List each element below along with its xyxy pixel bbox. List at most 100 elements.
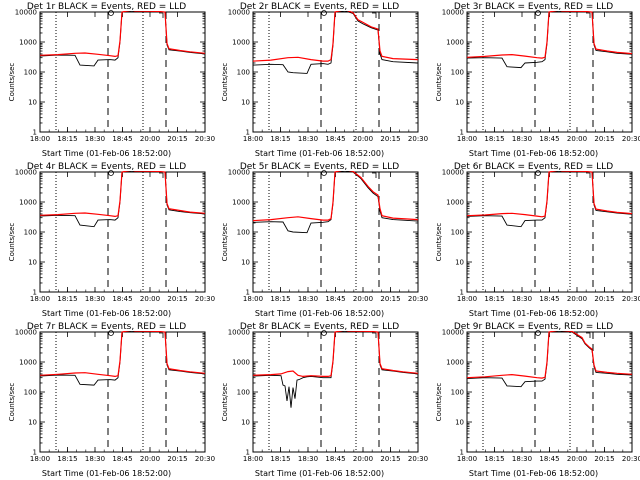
y-tick-label: 10000 [442,9,464,17]
series-line-lld [40,331,205,378]
y-tick-label: 10 [455,419,464,427]
x-tick-label: 20:30 [408,295,428,303]
y-tick-label: 1 [33,129,37,137]
series-line-events [253,11,418,74]
detector-panel-3: Det 3r BLACK = Events, RED = LLD Start Ti… [427,0,640,160]
y-tick-label: 10 [241,259,250,267]
x-tick-label: 20:15 [380,455,400,463]
x-tick-label: 20:00 [353,455,373,463]
y-tick-label: 1 [460,289,464,297]
x-tick-label: 20:15 [594,135,614,143]
plot-frame [466,11,633,133]
x-tick-label: 20:15 [167,455,187,463]
panel-title: Det 8r BLACK = Events, RED = LLD [239,322,400,332]
y-tick-label: 10 [241,419,250,427]
series-line-lld [467,11,632,59]
y-tick-label: 1 [246,129,250,137]
x-tick-label: 20:30 [408,455,428,463]
series-line-lld [40,11,205,58]
x-tick-label: 20:00 [567,295,587,303]
x-tick-label: 18:30 [298,135,318,143]
x-tick-label: 18:15 [270,135,290,143]
plot-frame [466,331,633,453]
detector-panel-1: Det 1r BLACK = Events, RED = LLD Start Ti… [0,0,215,160]
y-tick-label: 10000 [15,329,37,337]
plot-svg: 1 10 100 1000 10000 18:00 18:15 18:30 18:45 20:00… [228,9,428,144]
x-tick-label: 18:00 [243,135,263,143]
y-tick-label: 1000 [446,199,464,207]
x-axis-title: Start Time (01-Feb-06 18:52:00) [468,309,599,318]
series-line-lld [253,171,418,222]
x-tick-label: 20:15 [167,295,187,303]
x-tick-label: 18:30 [85,135,105,143]
y-tick-label: 1 [33,449,37,457]
y-tick-label: 10 [28,419,37,427]
y-tick-label: 100 [24,389,37,397]
y-tick-label: 10000 [15,9,37,17]
x-tick-label: 20:15 [380,135,400,143]
top-marker-bracket [372,12,377,18]
x-axis-title: Start Time (01-Feb-06 18:52:00) [254,469,385,478]
x-axis-title: Start Time (01-Feb-06 18:52:00) [468,469,599,478]
y-tick-label: 10 [455,259,464,267]
x-tick-label: 18:45 [539,455,559,463]
x-tick-label: 18:30 [85,455,105,463]
top-marker-bracket [586,332,591,338]
series-line-lld [253,331,418,378]
plot-frame [39,11,206,133]
x-tick-label: 18:00 [30,455,50,463]
x-tick-label: 18:30 [512,295,532,303]
top-marker-circle [535,10,541,16]
y-tick-label: 1000 [19,39,37,47]
series-line-lld [467,331,632,379]
x-tick-label: 18:00 [243,455,263,463]
x-tick-label: 18:45 [325,135,345,143]
plot-svg: 1 10 100 1000 10000 18:00 18:15 18:30 18:45 20:00… [442,329,640,464]
series-line-events [253,171,418,234]
y-tick-label: 1000 [446,39,464,47]
detector-panel-6: Det 6r BLACK = Events, RED = LLD Start Ti… [427,160,640,320]
x-tick-label: 20:30 [622,135,640,143]
y-tick-label: 10 [28,99,37,107]
y-tick-label: 100 [24,229,37,237]
x-tick-label: 18:15 [57,455,77,463]
y-tick-label: 1000 [232,359,250,367]
x-axis-title: Start Time (01-Feb-06 18:52:00) [254,149,385,158]
top-marker-circle [535,170,541,176]
x-tick-label: 18:30 [512,455,532,463]
plot-svg: 1 10 100 1000 10000 18:00 18:15 18:30 18:45 20:00… [15,329,215,464]
x-tick-label: 18:00 [30,135,50,143]
x-tick-label: 20:00 [140,135,160,143]
top-marker-circle [321,330,327,336]
series-line-events [253,331,418,408]
x-tick-label: 18:30 [298,455,318,463]
plot-frame [39,331,206,453]
y-tick-label: 100 [237,229,250,237]
top-marker-circle [321,10,327,16]
y-tick-label: 1000 [446,359,464,367]
x-tick-label: 18:15 [270,295,290,303]
plot-svg: 1 10 100 1000 10000 18:00 18:15 18:30 18:45 20:00… [442,9,640,144]
x-tick-label: 18:45 [539,135,559,143]
detector-panel-9: Det 9r BLACK = Events, RED = LLD Start Ti… [427,320,640,480]
panel-title: Det 5r BLACK = Events, RED = LLD [239,162,400,172]
x-tick-label: 20:30 [408,135,428,143]
x-tick-label: 18:15 [484,135,504,143]
y-tick-label: 1 [246,289,250,297]
series-line-events [467,331,632,388]
x-tick-label: 20:00 [353,135,373,143]
x-tick-label: 20:30 [195,135,215,143]
panel-title: Det 4r BLACK = Events, RED = LLD [26,162,187,172]
plot-svg: 1 10 100 1000 10000 18:00 18:15 18:30 18:45 20:00… [228,169,428,304]
y-tick-label: 10000 [442,169,464,177]
top-marker-bracket [159,172,164,178]
plot-frame [252,171,419,293]
plot-svg: 1 10 100 1000 10000 18:00 18:15 18:30 18:45 20:00… [442,169,640,304]
top-marker-bracket [159,332,164,338]
plot-frame [252,331,419,453]
x-tick-label: 18:00 [30,295,50,303]
y-tick-label: 100 [451,69,464,77]
panel-title: Det 6r BLACK = Events, RED = LLD [453,162,614,172]
x-tick-label: 20:00 [140,455,160,463]
